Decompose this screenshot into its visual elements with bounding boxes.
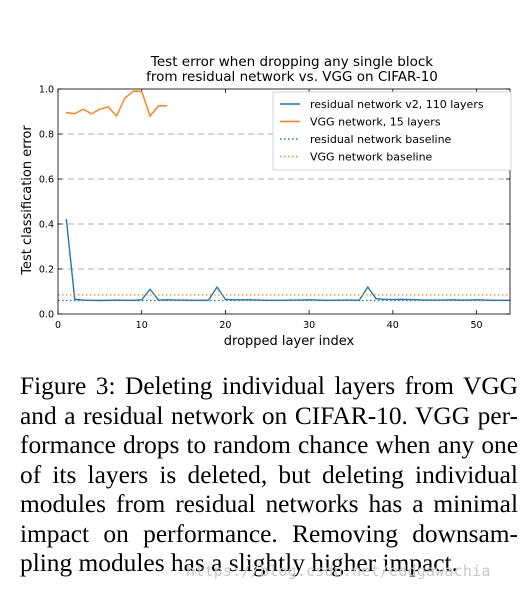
axis-ticks: 0.0 0.2 0.4 0.6 0.8 1.0 0 10 20 30 40 50 [39,85,510,331]
series-point-0 [74,298,76,300]
chart-title-line-1: Test error when dropping any single bloc… [150,54,433,70]
x-tick-label: 20 [219,320,231,331]
series-point-0 [308,299,310,301]
series-point-0 [132,299,134,301]
series-point-0 [115,299,118,301]
series-point-1 [115,115,118,117]
caption-line: Figure 3: Deleting individual layers fro… [20,372,518,400]
series-point-0 [208,299,210,301]
series-point-0 [283,299,285,301]
x-tick-label: 0 [55,320,61,331]
caption-line: impact on performance. Removing downsam- [20,519,518,548]
series-point-0 [224,298,227,300]
y-axis-label: Test classification error [20,125,35,276]
series-point-0 [375,298,377,300]
legend-box [272,91,512,171]
chart-title-line-2: from residual network vs. VGG on CIFAR-1… [146,69,438,85]
series-point-0 [501,299,503,301]
y-tick-label: 0.2 [39,265,54,276]
series-point-0 [383,298,386,300]
series-point-0 [124,299,126,301]
legend-entry-label: residual network v2, 110 layers [310,98,484,111]
series-point-0 [316,299,319,301]
series-point-0 [149,288,151,290]
series-point-0 [492,299,494,301]
series-point-0 [475,299,478,301]
caption-line: of its layers is deleted, but deleting i… [20,460,518,489]
y-tick-label: 0.4 [39,220,54,231]
series-point-1 [157,105,160,107]
series-point-1 [124,97,126,99]
x-tick-label: 10 [136,320,148,331]
caption-line: modules from residual networks has a min… [20,490,518,518]
series-point-0 [199,299,201,301]
series-point-0 [141,299,143,301]
series-point-1 [141,90,143,92]
series-point-1 [132,90,134,92]
series-group [58,90,511,302]
series-point-0 [367,286,369,288]
series-point-1 [82,108,84,110]
series-point-0 [291,299,293,301]
x-tick-label: 30 [303,320,315,331]
chart: Test error when dropping any single bloc… [20,54,512,349]
series-point-1 [74,113,76,115]
series-point-0 [484,299,486,301]
series-point-1 [99,108,101,110]
series-point-0 [99,299,101,302]
legend: residual network v2, 110 layers VGG netwo… [272,91,512,171]
x-tick-label: 40 [387,320,399,331]
series-point-0 [392,299,394,301]
series-line-0 [65,219,510,302]
series-point-0 [400,298,402,300]
series-point-0 [408,299,411,301]
series-point-1 [166,105,168,107]
series-point-0 [300,299,302,301]
series-point-0 [65,218,67,221]
series-point-1 [65,112,67,114]
series-point-1 [107,106,109,108]
legend-entry-label: VGG network baseline [310,151,433,164]
series-point-1 [149,115,151,117]
legend-entry-label: VGG network, 15 layers [310,116,441,129]
series-point-1 [90,113,93,115]
y-tick-label: 0.8 [39,130,54,141]
series-point-0 [107,299,109,301]
plot-frame [57,88,511,315]
series-line-1 [66,90,167,117]
x-axis-label: dropped layer index [224,334,355,349]
y-tick-label: 0.6 [39,175,54,186]
caption-line: formance drops to random chance when any… [20,431,518,459]
watermark: https://blog.csdn.net/eddgawachia [186,562,491,580]
x-tick-label: 50 [470,320,482,331]
figure-caption: Figure 3: Deleting individual layers fro… [20,372,518,579]
series-point-0 [216,286,218,288]
y-tick-label: 1.0 [39,85,54,96]
caption-line: and a residual network on CIFAR-10. VGG … [20,401,518,430]
legend-entry-label: residual network baseline [310,133,452,146]
series-point-0 [467,299,469,301]
series-point-0 [191,299,193,301]
caption-line: pling modules has a slightly higher impa… [20,549,458,577]
y-tick-label: 0.0 [39,310,54,321]
